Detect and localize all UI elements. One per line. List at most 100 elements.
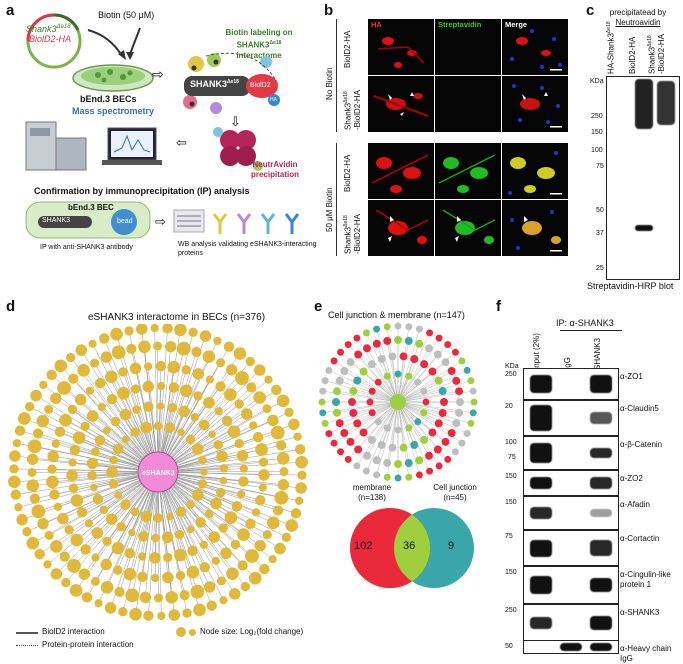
network-node xyxy=(28,468,37,477)
network-node xyxy=(168,403,178,413)
network-node xyxy=(114,491,122,499)
network-node xyxy=(156,361,166,371)
lane-3-suffix: -BiolD2-HA xyxy=(657,34,666,74)
confirm-label: Confirmation by immunoprecipitation (IP)… xyxy=(34,186,250,196)
network-node xyxy=(254,364,266,376)
junction-node xyxy=(353,335,360,342)
network-node xyxy=(263,530,272,539)
network-node xyxy=(142,381,154,393)
network-node xyxy=(240,465,248,473)
network-node xyxy=(238,476,248,486)
network-node xyxy=(153,513,163,523)
marker-c-150: 150 xyxy=(591,129,603,136)
network-node xyxy=(102,537,111,546)
marker-c-50: 50 xyxy=(596,207,604,214)
network-node xyxy=(126,344,136,354)
blot-antibody-label: α-ZO1 xyxy=(620,372,682,382)
junction-node xyxy=(373,456,381,464)
junction-node xyxy=(331,440,338,447)
network-center-label: eSHANK3 xyxy=(142,470,175,477)
micrograph-r2-merge xyxy=(502,76,568,132)
network-node xyxy=(85,519,93,527)
network-node xyxy=(182,608,191,617)
network-node xyxy=(114,587,124,597)
junction-node xyxy=(400,352,408,360)
blot-row-3 xyxy=(523,436,619,470)
junction-node xyxy=(384,323,391,330)
junction-node xyxy=(467,420,474,427)
network-node xyxy=(154,593,163,602)
arrow-left-1: ⇦ xyxy=(176,135,187,151)
network-node xyxy=(143,610,153,620)
network-node xyxy=(144,362,152,370)
network-node xyxy=(297,470,306,479)
blot-antibody-label: α-Cingulin-like protein 1 xyxy=(620,570,682,590)
network-node xyxy=(91,553,99,561)
junction-node xyxy=(426,468,433,475)
lane-label-1: HA-Shank3Δe18 xyxy=(606,21,616,74)
blot-band xyxy=(530,576,552,594)
network-node xyxy=(59,414,72,427)
junction-node xyxy=(441,438,449,446)
junction-node xyxy=(410,441,418,449)
junction-node xyxy=(458,440,465,447)
plasmid-label: Shank3Δe18 -BiolD2-HA xyxy=(26,24,71,44)
marker-c-25: 25 xyxy=(596,265,604,272)
junction-node xyxy=(414,418,421,425)
network-node xyxy=(190,585,204,599)
network-node xyxy=(26,537,39,550)
network-node xyxy=(249,572,262,585)
network-node xyxy=(70,445,80,455)
blot-band xyxy=(590,375,612,393)
legend-dotted-line xyxy=(16,645,38,646)
network-node xyxy=(67,559,81,573)
col-header-streptavidin: Streptavidin xyxy=(438,20,481,29)
streptavidin-blot xyxy=(606,76,680,280)
junction-node xyxy=(325,367,332,374)
marker-f: 150 xyxy=(505,473,517,480)
junction-node xyxy=(373,471,380,478)
network-node xyxy=(57,513,69,525)
junction-node xyxy=(435,419,443,427)
junction-node xyxy=(415,456,423,464)
blot-band xyxy=(560,643,582,651)
junction-node xyxy=(455,387,463,395)
junction-node xyxy=(383,337,391,345)
junction-node xyxy=(405,323,412,330)
network-node xyxy=(98,403,106,411)
network-node xyxy=(175,530,185,540)
marker-f: 75 xyxy=(505,533,513,540)
junction-node xyxy=(319,388,326,395)
bend3-bec-label: bEnd.3 BEC xyxy=(68,203,114,212)
network-node xyxy=(225,511,238,524)
junction-node xyxy=(369,409,376,416)
junction-node xyxy=(464,430,471,437)
junction-node xyxy=(441,358,449,366)
plasmid-sup: Δe18 xyxy=(57,24,71,30)
ip-header: IP: α-SHANK3 xyxy=(556,318,614,328)
junction-node xyxy=(360,367,368,375)
network-node xyxy=(178,406,190,418)
network-node xyxy=(188,328,197,337)
ip-header-line xyxy=(560,330,622,331)
network-node xyxy=(217,576,226,585)
network-node xyxy=(271,385,281,395)
network-node xyxy=(177,342,191,356)
network-node xyxy=(234,347,247,360)
network-node xyxy=(11,489,21,499)
network-node xyxy=(269,555,277,563)
blot-band xyxy=(590,477,612,489)
network-node xyxy=(273,505,283,515)
blot-row-8 xyxy=(523,604,619,642)
junction-node xyxy=(452,377,460,385)
marker-c-250: 250 xyxy=(591,113,603,120)
junction-node xyxy=(467,377,474,384)
junction-node xyxy=(416,471,423,478)
network-node xyxy=(246,382,256,392)
junction-node xyxy=(444,341,451,348)
network-node xyxy=(117,387,130,400)
network-node xyxy=(231,540,240,549)
junction-node xyxy=(434,351,442,359)
network-node xyxy=(91,577,100,586)
network-node xyxy=(210,498,222,510)
